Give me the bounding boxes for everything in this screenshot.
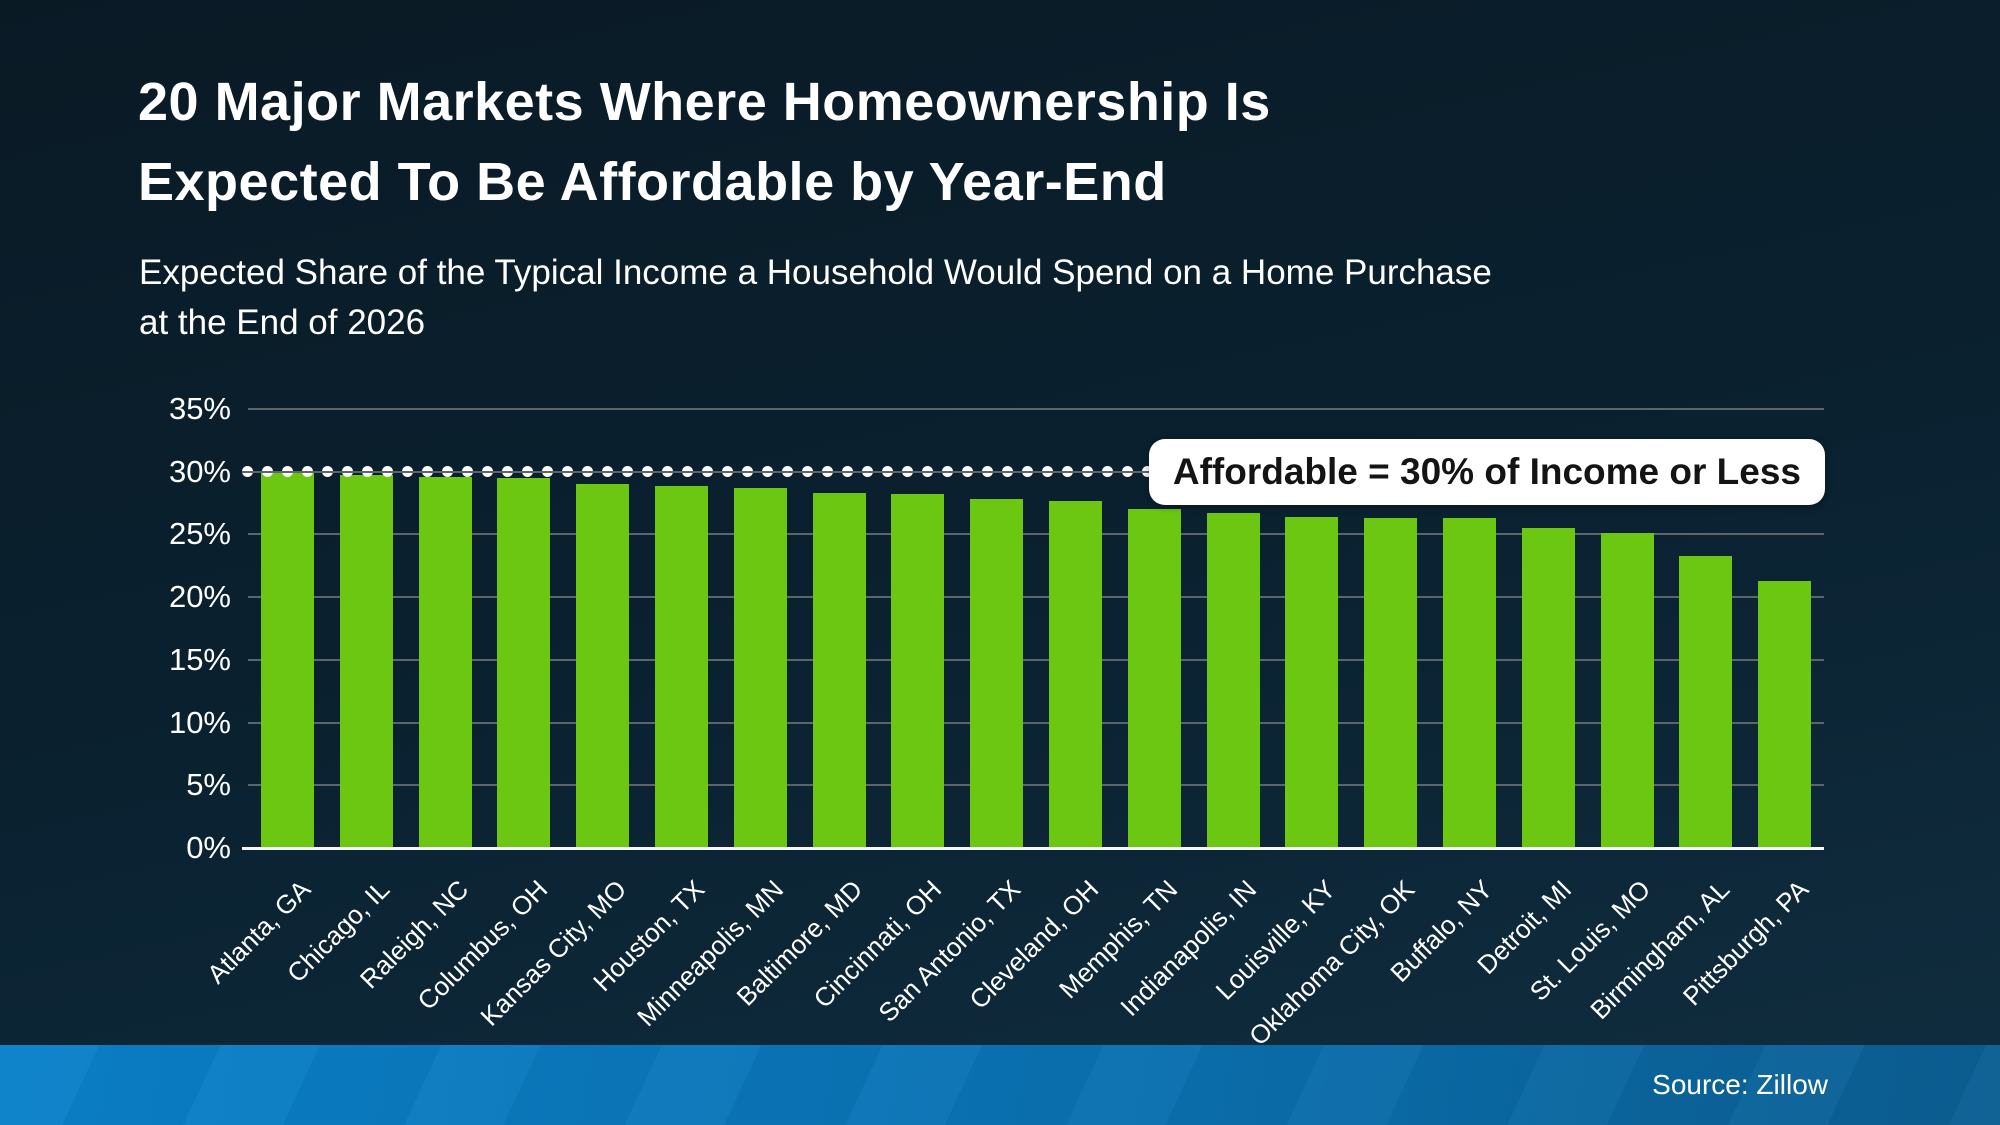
x-axis: Atlanta, GA Chicago, IL Raleigh, NC Columbu… — [201, 860, 1824, 1060]
affordability-threshold-line — [242, 466, 1824, 478]
bar-kansas-city-mo — [576, 484, 630, 848]
page-subtitle-line-1: Expected Share of the Typical Income a H… — [139, 253, 1492, 292]
source-credit: Source: Zillow — [1652, 1069, 1828, 1100]
bar-pittsburgh-pa — [1758, 580, 1812, 848]
bar-memphis-tn — [1127, 509, 1181, 848]
y-tick-label-5%: 5% — [186, 767, 231, 803]
footer-bar: Source: Zillow — [0, 1045, 2000, 1125]
y-tick-label-10%: 10% — [168, 704, 231, 740]
y-tick-label-20%: 20% — [168, 579, 231, 615]
page-title-line-1: 20 Major Markets Where Homeownership Is — [138, 72, 1271, 132]
bar-buffalo-ny — [1442, 518, 1496, 848]
bar-columbus-oh — [497, 478, 551, 848]
bar-birmingham-al — [1679, 555, 1733, 848]
bar-san-antonio-tx — [970, 499, 1024, 848]
bar-cleveland-oh — [1048, 500, 1102, 848]
page-subtitle-line-2: at the End of 2026 — [139, 303, 426, 342]
gridline-25% — [248, 533, 1824, 536]
gridline-15% — [248, 658, 1824, 661]
bar-atlanta-ga — [260, 472, 314, 848]
plot-area: Affordable = 30% of Income or Less — [242, 408, 1825, 850]
gridline-20% — [248, 596, 1824, 599]
x-tick-label-birmingham-al: Birmingham, AL — [1584, 874, 1736, 1025]
y-tick-label-0%: 0% — [186, 830, 231, 865]
gridline-35% — [248, 408, 1824, 410]
bar-raleigh-nc — [418, 476, 472, 848]
y-tick-label-30%: 30% — [168, 453, 231, 489]
bar-oklahoma-city-ok — [1364, 518, 1418, 848]
y-axis: 0% 5% 10% 15% 20% 25% 30% 35% — [0, 392, 231, 865]
gridline-5% — [248, 784, 1824, 787]
page-title-line-2: Expected To Be Affordable by Year-End — [138, 152, 1167, 212]
bar-chicago-il — [339, 475, 393, 848]
x-axis-baseline — [242, 847, 1824, 850]
bar-baltimore-md — [812, 493, 866, 848]
page-title: 20 Major Markets Where Homeownership Is … — [138, 62, 1271, 222]
bar-cincinnati-oh — [891, 494, 945, 848]
bar-louisville-ky — [1285, 516, 1339, 848]
y-tick-label-15%: 15% — [168, 641, 231, 677]
affordability-callout: Affordable = 30% of Income or Less — [1148, 438, 1825, 505]
bar-detroit-mi — [1521, 528, 1575, 848]
gridline-10% — [248, 721, 1824, 724]
bar-indianapolis-in — [1206, 513, 1260, 848]
x-tick-label-indianapolis-in: Indianapolis, IN — [1114, 874, 1263, 1022]
bar-houston-tx — [654, 485, 708, 848]
bar-minneapolis-mn — [733, 488, 787, 848]
y-tick-label-35%: 35% — [168, 391, 231, 426]
bar-st-louis-mo — [1600, 533, 1654, 848]
y-tick-label-25%: 25% — [168, 516, 231, 552]
x-tick-label-san-antonio-tx: San Antonio, TX — [872, 874, 1026, 1028]
page-subtitle: Expected Share of the Typical Income a H… — [139, 248, 1492, 348]
